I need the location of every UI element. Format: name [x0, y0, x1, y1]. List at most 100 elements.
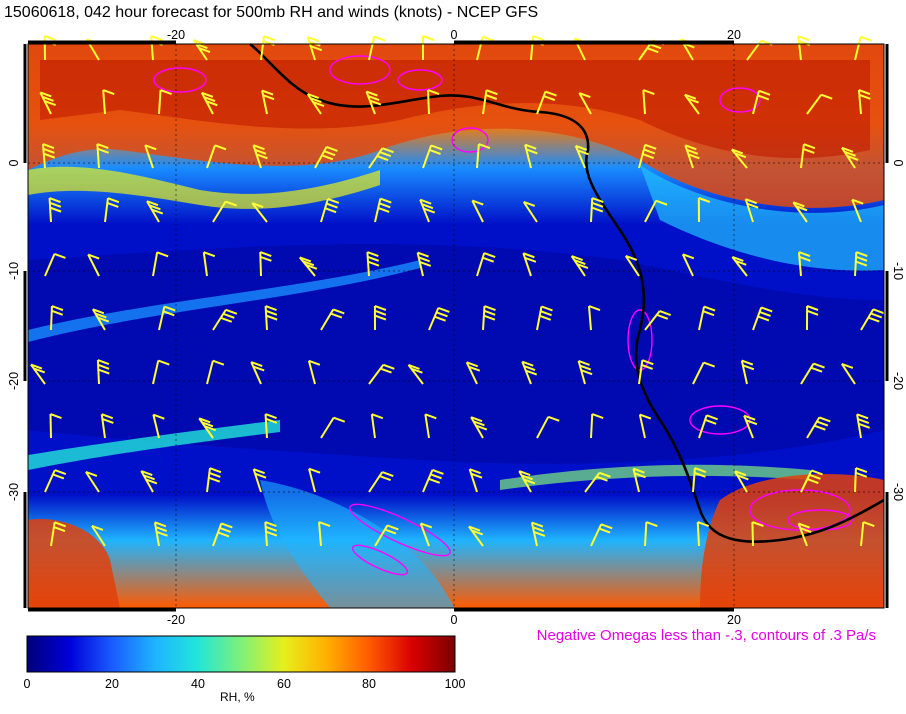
- wind-barb: [698, 305, 716, 331]
- wind-barb: [427, 89, 440, 115]
- wind-barb: [252, 468, 267, 493]
- wind-barb: [590, 523, 613, 547]
- wind-barb: [536, 415, 560, 439]
- wind-barb: [574, 144, 589, 169]
- wind-barb: [530, 521, 546, 547]
- wind-barb: [91, 524, 106, 547]
- wind-barb: [212, 522, 233, 547]
- wind-barb: [206, 467, 222, 493]
- wind-barb: [44, 253, 66, 277]
- wind-barb: [522, 252, 537, 277]
- wind-barb: [152, 251, 169, 277]
- wind-barb: [856, 413, 870, 439]
- lat-tick-left-3: -20: [7, 372, 21, 390]
- wind-barb: [308, 467, 321, 493]
- wind-barb: [476, 143, 491, 169]
- wind-barb: [730, 148, 748, 169]
- colorbar-tick-100: 100: [445, 677, 466, 690]
- map-border-ticks: [23, 40, 889, 612]
- wind-barb: [30, 363, 46, 385]
- wind-barb: [644, 199, 668, 223]
- colorbar-tick-80: 80: [362, 677, 376, 690]
- wind-barb: [692, 361, 716, 385]
- wind-barb: [264, 521, 278, 547]
- wind-barb: [374, 197, 392, 223]
- wind-barb: [588, 305, 601, 331]
- wind-barb: [860, 521, 875, 547]
- wind-barb: [140, 470, 158, 493]
- wind-barb: [153, 521, 168, 547]
- lon-tick-top-1: -20: [167, 28, 185, 42]
- moist-band-north-core: [40, 60, 870, 159]
- wind-barb: [374, 524, 399, 547]
- wind-barb: [200, 91, 218, 115]
- wind-barb: [264, 413, 278, 439]
- wind-barb: [681, 253, 695, 277]
- wind-barb: [731, 256, 748, 277]
- wind-barb: [407, 363, 424, 385]
- wind-barb: [50, 521, 67, 547]
- wind-barb: [857, 89, 871, 115]
- wind-barb: [39, 91, 56, 115]
- yellow-transition-north: [28, 166, 380, 209]
- wind-barb: [854, 35, 873, 61]
- omega-contours: [153, 55, 853, 576]
- wind-barb: [692, 467, 707, 493]
- colorbar-ramp: [26, 635, 456, 673]
- wind-barb: [536, 305, 553, 331]
- wind-barb: [416, 251, 432, 277]
- lon-tick-bottom-1: -20: [167, 613, 185, 626]
- wind-barb: [320, 416, 346, 439]
- wind-barb: [624, 255, 640, 277]
- wind-barb: [536, 90, 557, 115]
- wind-barb: [638, 413, 652, 439]
- wind-barb: [366, 251, 380, 277]
- wind-barb: [206, 144, 227, 169]
- wind-barb: [797, 522, 812, 547]
- wind-barb: [96, 143, 110, 169]
- wind-barb: [806, 416, 831, 439]
- wind-barb: [368, 35, 386, 61]
- lat-tick-right-3: -20: [891, 372, 905, 390]
- wind-barb: [419, 522, 433, 547]
- wind-barb: [860, 308, 885, 331]
- wind-barb: [419, 198, 436, 223]
- wind-barb: [85, 470, 100, 493]
- wind-barb: [800, 143, 816, 169]
- moist-southeast: [700, 474, 884, 608]
- rh-colorbar: 0 20 40 60 80 100: [24, 635, 466, 690]
- chart-title: 15060618, 042 hour forecast for 500mb RH…: [4, 4, 539, 21]
- coastline: [249, 42, 885, 543]
- wind-barb: [202, 251, 216, 277]
- cyan-streak-3: [500, 464, 810, 490]
- wind-barb: [644, 310, 672, 331]
- wind-barb: [638, 143, 657, 169]
- wind-barb: [751, 521, 764, 547]
- lat-tick-left-2: -10: [7, 262, 21, 280]
- wind-barb: [424, 413, 437, 439]
- wind-barb: [250, 361, 265, 385]
- lon-tick-top-2: 0: [451, 28, 458, 42]
- lon-tick-bottom-3: 20: [727, 613, 741, 626]
- wind-barb: [264, 305, 278, 331]
- map-frame: [27, 43, 885, 609]
- wind-barb: [206, 359, 225, 385]
- cyan-streak-2: [28, 420, 280, 470]
- wind-barb: [368, 147, 394, 169]
- wind-barb: [198, 417, 217, 439]
- wind-barb: [41, 143, 56, 169]
- wind-barb: [851, 198, 864, 223]
- wind-barb: [740, 359, 755, 385]
- wind-barb: [261, 89, 275, 115]
- wind-barb: [521, 360, 538, 385]
- wind-barb: [841, 362, 856, 385]
- wind-barb: [318, 521, 331, 547]
- wind-barb: [800, 469, 823, 493]
- colorbar-label: RH, %: [220, 690, 255, 704]
- colorbar-tick-0: 0: [24, 677, 31, 690]
- wind-barb: [306, 93, 325, 115]
- wind-barb: [841, 146, 859, 169]
- wind-barb: [468, 468, 483, 493]
- wind-barb: [638, 359, 654, 385]
- wind-barb: [570, 255, 589, 277]
